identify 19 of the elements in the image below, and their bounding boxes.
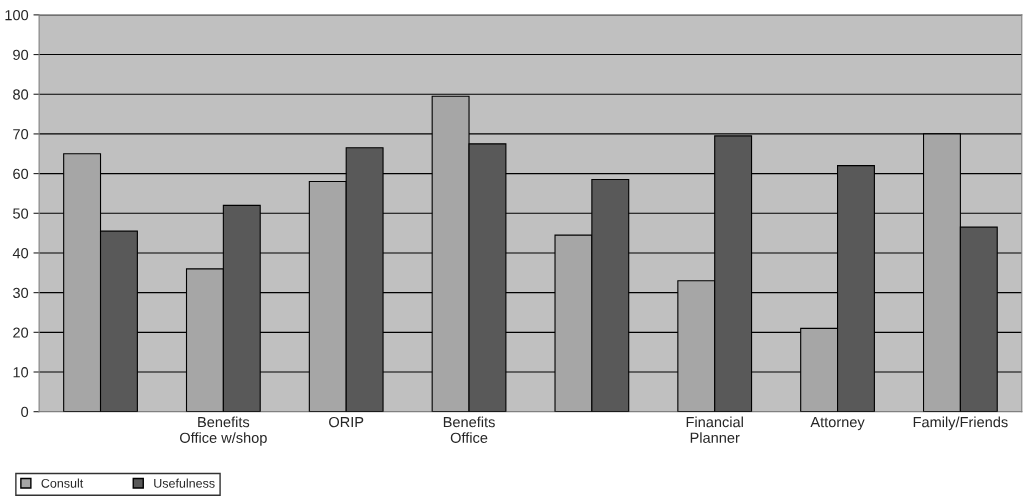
y-tick-label: 60 <box>13 168 29 180</box>
y-tick-label: 10 <box>13 367 29 378</box>
x-tick-label: Benefits Office w/shop <box>180 416 267 446</box>
y-tick-label: 100 <box>5 9 29 21</box>
legend-label: Consult <box>41 478 84 488</box>
x-tick-label: Attorney <box>810 417 865 431</box>
legend-label: Usefulness <box>154 478 215 488</box>
x-tick-label: Benefits Office <box>443 416 495 443</box>
y-tick-label: 70 <box>13 129 29 140</box>
y-tick-label: 50 <box>13 208 29 219</box>
y-tick-label: 20 <box>13 327 29 338</box>
y-tick-label: 0 <box>21 406 29 418</box>
x-tick-label: Family/Friends <box>913 416 1008 431</box>
y-tick-label: 30 <box>13 287 29 299</box>
y-tick-label: 40 <box>12 248 29 259</box>
y-tick-label: 90 <box>13 49 29 60</box>
x-tick-label: Financial Planner <box>686 416 743 443</box>
y-tick-label: 80 <box>13 89 29 100</box>
x-tick-label: ORIP <box>329 416 364 428</box>
